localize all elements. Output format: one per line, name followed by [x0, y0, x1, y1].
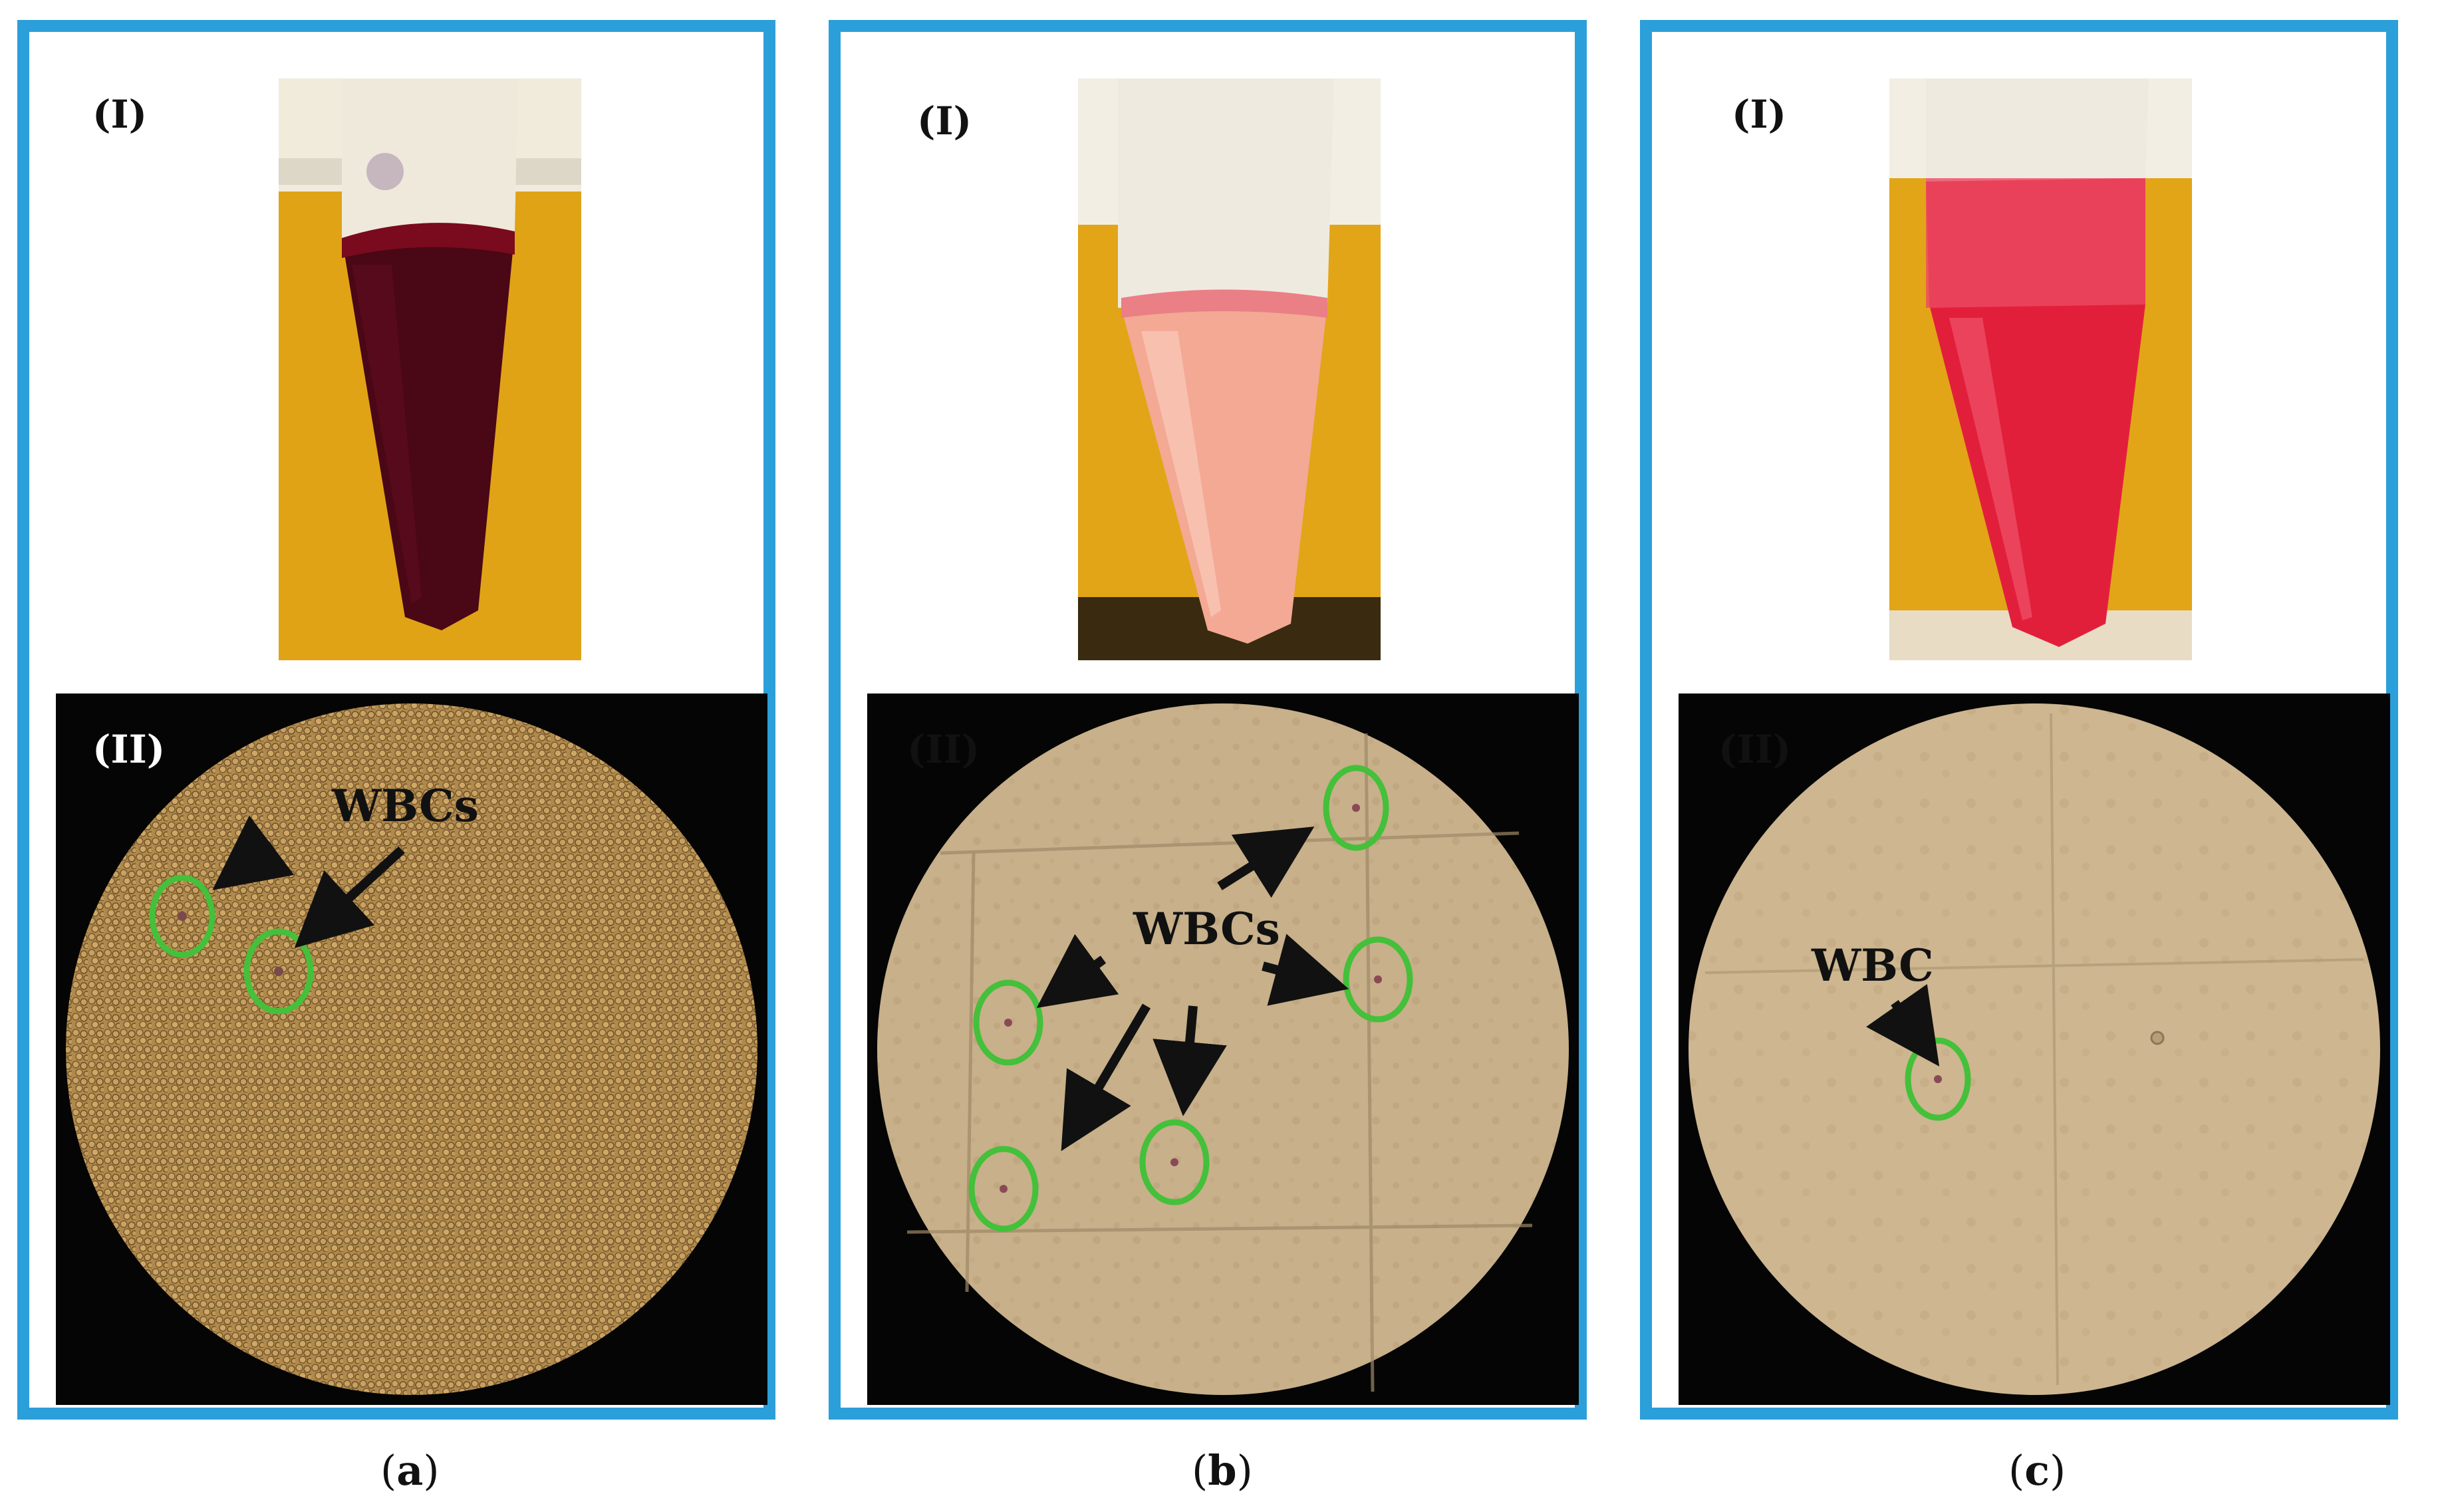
panel-c-annotation: WBC	[1812, 940, 1934, 991]
micro-photo-b	[867, 693, 1579, 1405]
caption-a-letter: a	[396, 1446, 424, 1495]
panel-a-label-i: (I)	[92, 92, 148, 137]
panel-a-label-ii: (II)	[92, 727, 166, 772]
panel-c-label-ii: (II)	[1718, 727, 1792, 772]
arrow-icon	[294, 846, 405, 948]
arrow-icon	[1866, 984, 1940, 1067]
panel-c: (I) (II) WBC	[1640, 20, 2398, 1420]
caption-b: (b)	[1192, 1446, 1253, 1495]
panel-b-annotation: WBCs	[1133, 903, 1280, 955]
wbc-highlight-circle	[149, 874, 215, 958]
wbc-highlight-circle	[1139, 1119, 1210, 1205]
arrow-icon	[1061, 1003, 1151, 1152]
wbc-highlight-circle	[968, 1146, 1039, 1232]
caption-c-letter: c	[2024, 1446, 2050, 1495]
wbc-highlight-circle	[243, 928, 314, 1015]
tube-photo-c	[1889, 78, 2192, 660]
panel-a: (I) (II) WBCs	[17, 20, 775, 1420]
panel-b-label-ii: (II)	[907, 727, 980, 772]
wbc-highlight-circle	[973, 979, 1043, 1066]
arrow-icon	[1153, 1005, 1227, 1116]
caption-a: (a)	[380, 1446, 440, 1495]
arrow-icon	[212, 815, 295, 890]
arrow-icon	[1036, 934, 1119, 1008]
wbc-highlight-circle	[1323, 765, 1389, 851]
panel-b-label-i: (I)	[917, 98, 972, 144]
caption-b-letter: b	[1208, 1446, 1237, 1495]
panel-c-label-i: (I)	[1732, 92, 1787, 137]
arrow-icon	[1262, 934, 1349, 1006]
panel-a-annotation: WBCs	[332, 780, 479, 832]
tube-photo-a	[279, 78, 581, 660]
panel-b: (I)	[829, 20, 1587, 1420]
arrow-icon	[1217, 826, 1315, 898]
tube-photo-b	[1078, 78, 1381, 660]
micro-photo-c	[1679, 693, 2390, 1405]
caption-c: (c)	[2008, 1446, 2066, 1495]
micro-photo-a	[56, 693, 767, 1405]
